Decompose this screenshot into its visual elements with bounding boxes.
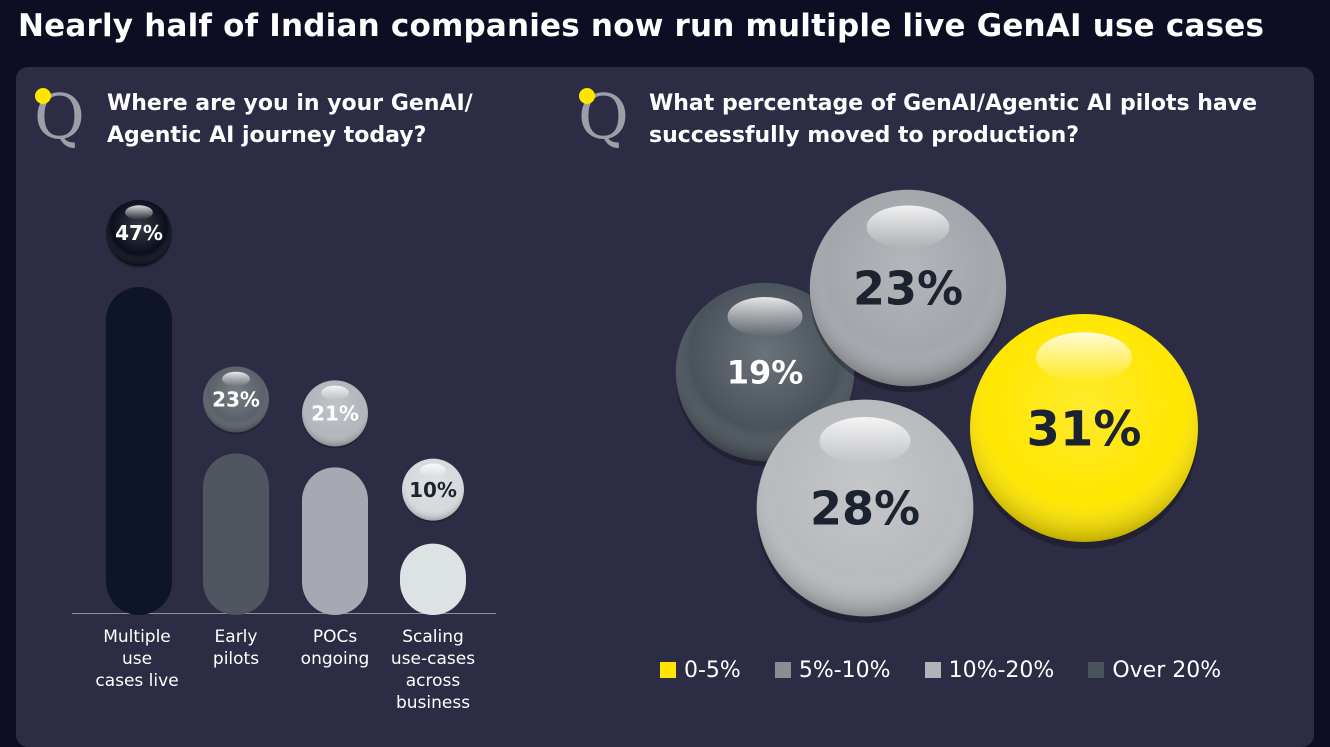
bar-value-bubble-3-highlight [419, 463, 447, 478]
x-tick-label-0-1: use [122, 649, 152, 669]
bar-value-bubble-2-highlight [321, 385, 349, 401]
bar-0 [106, 287, 172, 615]
bar-value-bubble-3-shade [402, 458, 464, 521]
bubble-legend: 0-5% 5%-10% 10%-20% Over 20% [660, 654, 1221, 686]
bar-value-bubble-0: 47% [106, 200, 172, 268]
bubble-Over20-label: 19% [727, 354, 804, 392]
legend-swatch [924, 662, 941, 678]
x-tick-label-0-2: cases live [95, 671, 178, 691]
bubble-05: 31% [970, 314, 1198, 549]
x-tick-label-1-1: pilots [213, 649, 259, 669]
legend-item: 5%-10% [774, 657, 891, 683]
x-tick-label-3-1: use-cases [391, 649, 475, 669]
bar-value-bubble-1: 23% [203, 366, 269, 435]
bar-value-bubble-1-highlight [222, 371, 250, 387]
bar-value-bubble-0-highlight [125, 205, 153, 220]
x-tick-label-2-0: POCs [313, 627, 358, 647]
bubble-Over20-highlight [727, 297, 803, 337]
page-title: Nearly half of Indian companies now run … [18, 8, 1265, 44]
right-question-line-1: What percentage of GenAI/Agentic AI pilo… [649, 91, 1257, 116]
right-question: What percentage of GenAI/Agentic AI pilo… [649, 88, 1257, 152]
x-tick-label-1-0: Early [215, 627, 258, 647]
bar-value-bubble-0-label: 47% [115, 221, 163, 245]
right-question-line-2: successfully moved to production? [649, 123, 1080, 148]
legend-item: Over 20% [1088, 658, 1221, 683]
bubble-1020: 23% [809, 189, 1007, 393]
bar-value-bubble-2-shade [302, 380, 368, 447]
legend-swatch [660, 662, 676, 678]
legend-swatch [774, 662, 791, 678]
bar-2 [302, 467, 368, 615]
bubble-510: 28% [756, 399, 974, 623]
legend-label: 5%-10% [798, 657, 891, 683]
left-question-line-1: Where are you in your GenAI/ [107, 91, 473, 116]
bar-value-bubble-2: 21% [302, 380, 368, 449]
bar-value-bubble-2-label: 21% [311, 402, 359, 426]
x-tick-label-3-2: across [406, 671, 461, 691]
left-question-line-2: Agentic AI journey today? [107, 123, 427, 148]
x-tick-label-3-0: Scaling [402, 627, 464, 647]
bubble-1020-label: 23% [853, 262, 963, 316]
legend-item: 10%-20% [924, 657, 1055, 683]
bubble-510-label: 28% [810, 482, 920, 536]
bubble-05-shade [970, 314, 1198, 542]
left-question: Where are you in your GenAI/ Agentic AI … [107, 88, 473, 152]
bar-value-bubble-1-shade [203, 366, 269, 433]
legend-label: Over 20% [1112, 657, 1222, 683]
bar-3 [400, 543, 466, 615]
x-tick-label-3-3: business [396, 693, 470, 713]
legend-item: 0-5% [660, 658, 741, 683]
legend-label: 10%-20% [948, 657, 1055, 683]
bar-value-bubble-0-shade [106, 200, 172, 266]
bubble-05-highlight [1036, 332, 1132, 383]
bubble-1020-shade [809, 189, 1007, 387]
bubble-05-label: 31% [1027, 401, 1142, 457]
bubble-510-shade [756, 399, 974, 617]
legend-swatch [1088, 662, 1105, 678]
bubble-510-highlight [819, 416, 911, 465]
bar-value-bubble-3-label: 10% [409, 478, 457, 502]
question-mark-icon: Q [34, 86, 85, 153]
x-tick-label-2-1: ongoing [301, 649, 370, 669]
bubble-1020-highlight [866, 205, 950, 249]
x-tick-label-0-0: Multiple [103, 627, 171, 647]
bar-1 [203, 453, 269, 615]
bar-value-bubble-3: 10% [402, 458, 464, 523]
legend-label: 0-5% [684, 657, 741, 683]
bar-value-bubble-1-label: 23% [212, 388, 260, 412]
question-mark-icon: Q [578, 86, 629, 153]
